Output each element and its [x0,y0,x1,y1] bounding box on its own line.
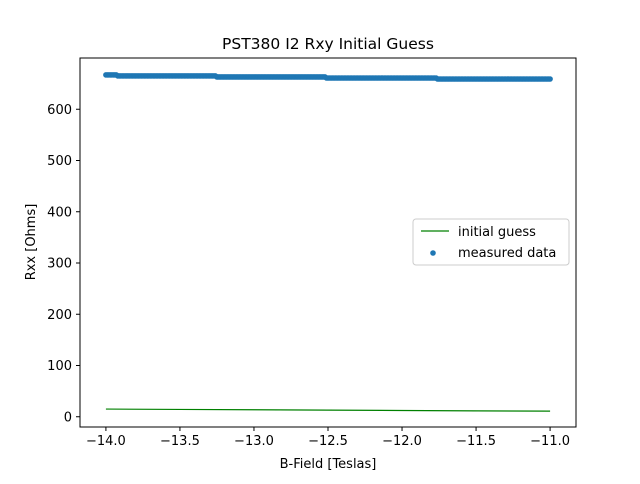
legend-box [412,218,570,266]
y-tick-label: 100 [47,359,72,374]
legend: initial guess measured data [412,218,570,266]
y-tick-label: 300 [47,257,72,272]
initial-guess-line [105,408,551,412]
x-tick-label: −14.0 [86,434,126,449]
x-axis-ticks: −14.0 −13.5 −13.0 −12.5 −12.0 −11.5 −11.0 [86,427,570,449]
initial-guess-layer [105,408,551,412]
y-tick-label: 200 [47,308,72,323]
y-tick-label: 600 [47,103,72,118]
x-tick-label: −11.5 [456,434,496,449]
x-axis-label: B-Field [Teslas] [280,457,377,472]
x-tick-label: −13.0 [234,434,274,449]
y-axis-label: Rxx [Ohms] [24,204,39,281]
y-tick-label: 400 [47,205,72,220]
measured-data-point [547,76,553,82]
y-tick-label: 500 [47,154,72,169]
x-tick-label: −13.5 [160,434,200,449]
x-tick-label: −12.0 [382,434,422,449]
legend-initial-guess-label: initial guess [458,225,536,240]
x-tick-label: −12.5 [308,434,348,449]
y-tick-label: 0 [64,410,72,425]
x-tick-label: −11.0 [530,434,570,449]
chart-title: PST380 I2 Rxy Initial Guess [222,35,434,53]
measured-data-layer [103,72,553,82]
legend-measured-data-label: measured data [458,246,556,261]
y-axis-ticks: 0 100 200 300 400 500 600 [47,103,80,425]
legend-measured-data-swatch [430,250,436,256]
